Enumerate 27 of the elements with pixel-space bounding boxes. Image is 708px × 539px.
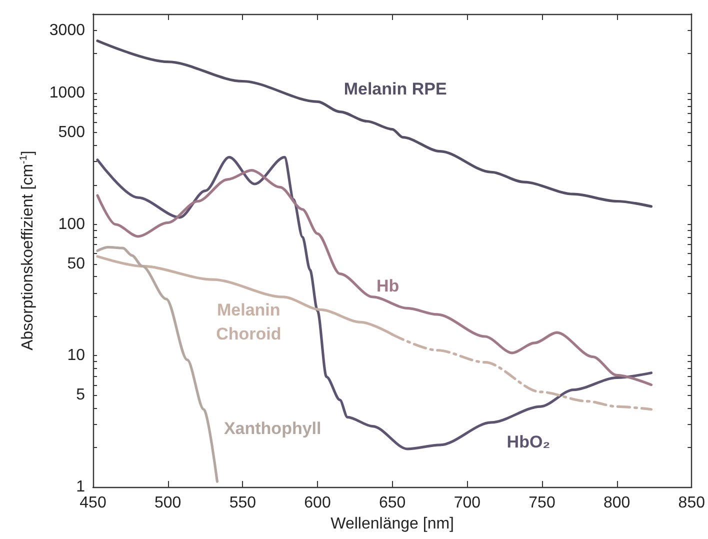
line-series [96, 169, 653, 386]
y-tick-label: 50 [67, 255, 86, 272]
series-label: Hb [376, 276, 400, 296]
x-tick-label: 450 [80, 494, 106, 512]
line-series [96, 40, 653, 208]
y-tick-label: 3000 [49, 22, 86, 39]
series-label: Melanin RPE [344, 80, 447, 99]
x-tick-label: 800 [603, 494, 630, 512]
series-label: Melanin Choroid [216, 300, 282, 344]
x-tick-label: 600 [304, 494, 331, 512]
y-tick-label: 1000 [49, 84, 86, 102]
y-tick-label: 10 [67, 347, 86, 364]
x-tick-label: 500 [154, 494, 182, 512]
line-series [96, 156, 653, 450]
y-tick-label: 100 [58, 216, 86, 233]
y-tick-label: 5 [76, 386, 86, 404]
series-label: HbO₂ [506, 432, 550, 452]
x-tick-label: 550 [229, 494, 256, 512]
x-axis-title: Wellenlänge [nm] [330, 515, 454, 532]
x-tick-label: 650 [378, 494, 406, 512]
series-label: Xanthophyll [224, 418, 322, 438]
y-tick-label: 1 [76, 478, 86, 496]
x-tick-label: 850 [678, 494, 706, 512]
y-axis-title: Absorptionskoeffizient [cm-1] [18, 150, 36, 350]
x-tick-label: 750 [528, 494, 556, 512]
x-tick-label: 700 [454, 494, 481, 512]
y-tick-label: 500 [58, 124, 86, 142]
